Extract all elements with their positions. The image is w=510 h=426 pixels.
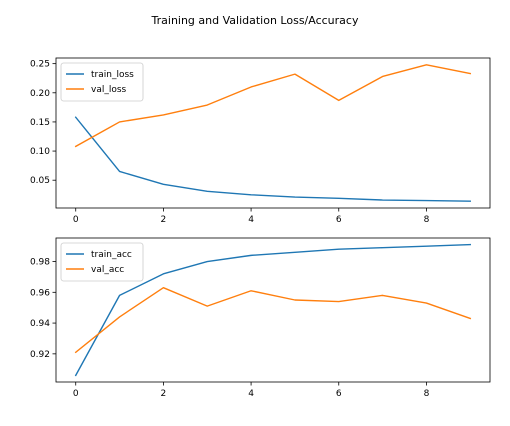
legend-box-loss <box>60 62 144 102</box>
y-tick-label: 0.10 <box>30 147 50 157</box>
y-tick-label: 0.98 <box>30 258 50 268</box>
y-tick-label: 0.20 <box>30 89 50 99</box>
legend-label-val_acc: val_acc <box>91 265 124 275</box>
plot-frame-loss <box>55 57 491 209</box>
y-tick-label: 0.94 <box>30 319 50 329</box>
x-tick-label: 6 <box>336 215 342 225</box>
legend-label-train_loss: train_loss <box>91 70 134 80</box>
x-tick-label: 0 <box>73 215 79 225</box>
x-tick-label: 4 <box>248 389 254 399</box>
series-line-val_acc <box>74 286 472 354</box>
y-tick-label: 0.05 <box>30 176 50 186</box>
y-tick-label: 0.96 <box>30 288 50 298</box>
y-tick-label: 0.92 <box>30 350 50 360</box>
chart-acc: 0 2 4 6 8 0.92 0.94 0.96 0.98 train_acc val_acc <box>30 237 491 399</box>
x-tick-label: 0 <box>73 389 79 399</box>
legend-label-train_acc: train_acc <box>91 250 132 260</box>
x-tick-label: 2 <box>161 389 167 399</box>
y-tick-label: 0.25 <box>30 60 50 70</box>
legend-box-acc <box>60 242 144 282</box>
series-line-train_acc <box>74 243 471 377</box>
figure-title: Training and Validation Loss/Accuracy <box>151 14 359 27</box>
series-line-train_loss <box>74 116 471 202</box>
chart-loss: 0 2 4 6 8 0.05 0.10 0.15 0.20 0.25 train_loss val_l… <box>30 57 491 225</box>
x-tick-label: 4 <box>248 215 254 225</box>
x-tick-label: 8 <box>424 215 430 225</box>
y-tick-label: 0.15 <box>30 118 50 128</box>
x-tick-label: 6 <box>336 389 342 399</box>
x-tick-label: 8 <box>424 389 430 399</box>
plot-frame-acc <box>55 237 491 383</box>
x-tick-label: 2 <box>161 215 167 225</box>
series-line-val_loss <box>74 64 472 148</box>
legend-label-val_loss: val_loss <box>91 85 127 95</box>
